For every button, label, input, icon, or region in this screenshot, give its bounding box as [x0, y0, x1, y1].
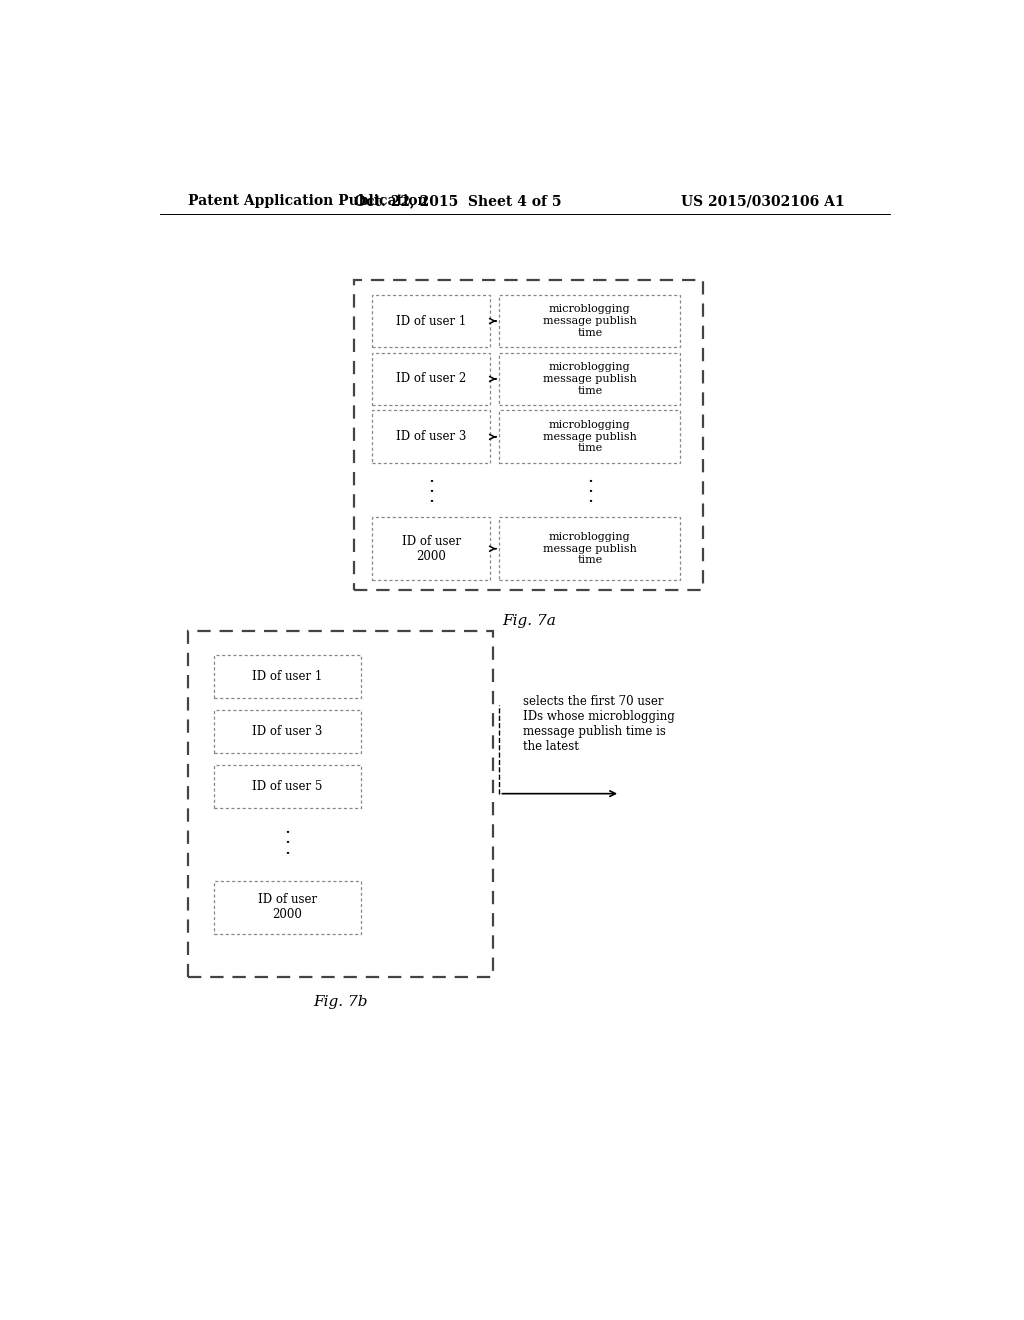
Text: microblogging
message publish
time: microblogging message publish time [543, 420, 637, 454]
Text: ID of user
2000: ID of user 2000 [258, 894, 316, 921]
Bar [214, 710, 360, 752]
Bar [214, 880, 360, 935]
Text: ID of user 5: ID of user 5 [252, 780, 323, 793]
Text: Oct. 22, 2015  Sheet 4 of 5: Oct. 22, 2015 Sheet 4 of 5 [353, 194, 561, 209]
Text: microblogging
message publish
time: microblogging message publish time [543, 532, 637, 565]
Text: ·: · [587, 473, 593, 491]
Bar [373, 517, 489, 581]
Text: Fig. 7b: Fig. 7b [313, 995, 368, 1008]
Bar [214, 656, 360, 698]
Text: ·: · [284, 845, 290, 862]
Text: microblogging
message publish
time: microblogging message publish time [543, 363, 637, 396]
Text: ·: · [587, 483, 593, 500]
Text: microblogging
message publish
time: microblogging message publish time [543, 305, 637, 338]
Text: Patent Application Publication: Patent Application Publication [187, 194, 427, 209]
Bar [500, 294, 680, 347]
Text: ·: · [284, 824, 290, 842]
Bar [373, 294, 489, 347]
Text: ID of user 3: ID of user 3 [396, 430, 466, 444]
Text: ID of user 2: ID of user 2 [396, 372, 466, 385]
Text: ID of user 1: ID of user 1 [252, 671, 323, 684]
Text: selects the first 70 user
IDs whose microblogging
message publish time is
the la: selects the first 70 user IDs whose micr… [523, 696, 675, 752]
Bar [500, 352, 680, 405]
Bar [373, 411, 489, 463]
Bar [500, 411, 680, 463]
Text: ·: · [428, 492, 434, 511]
Text: ID of user 3: ID of user 3 [252, 725, 323, 738]
Text: US 2015/0302106 A1: US 2015/0302106 A1 [681, 194, 845, 209]
Bar [214, 766, 360, 808]
Text: ID of user
2000: ID of user 2000 [401, 535, 461, 562]
Text: ·: · [587, 492, 593, 511]
Text: ·: · [428, 473, 434, 491]
Bar [187, 631, 494, 977]
Text: ·: · [284, 834, 290, 853]
Bar [354, 280, 703, 590]
Text: ·: · [428, 483, 434, 500]
Text: Fig. 7a: Fig. 7a [502, 614, 556, 628]
Bar [500, 517, 680, 581]
Bar [373, 352, 489, 405]
Text: ID of user 1: ID of user 1 [396, 314, 466, 327]
